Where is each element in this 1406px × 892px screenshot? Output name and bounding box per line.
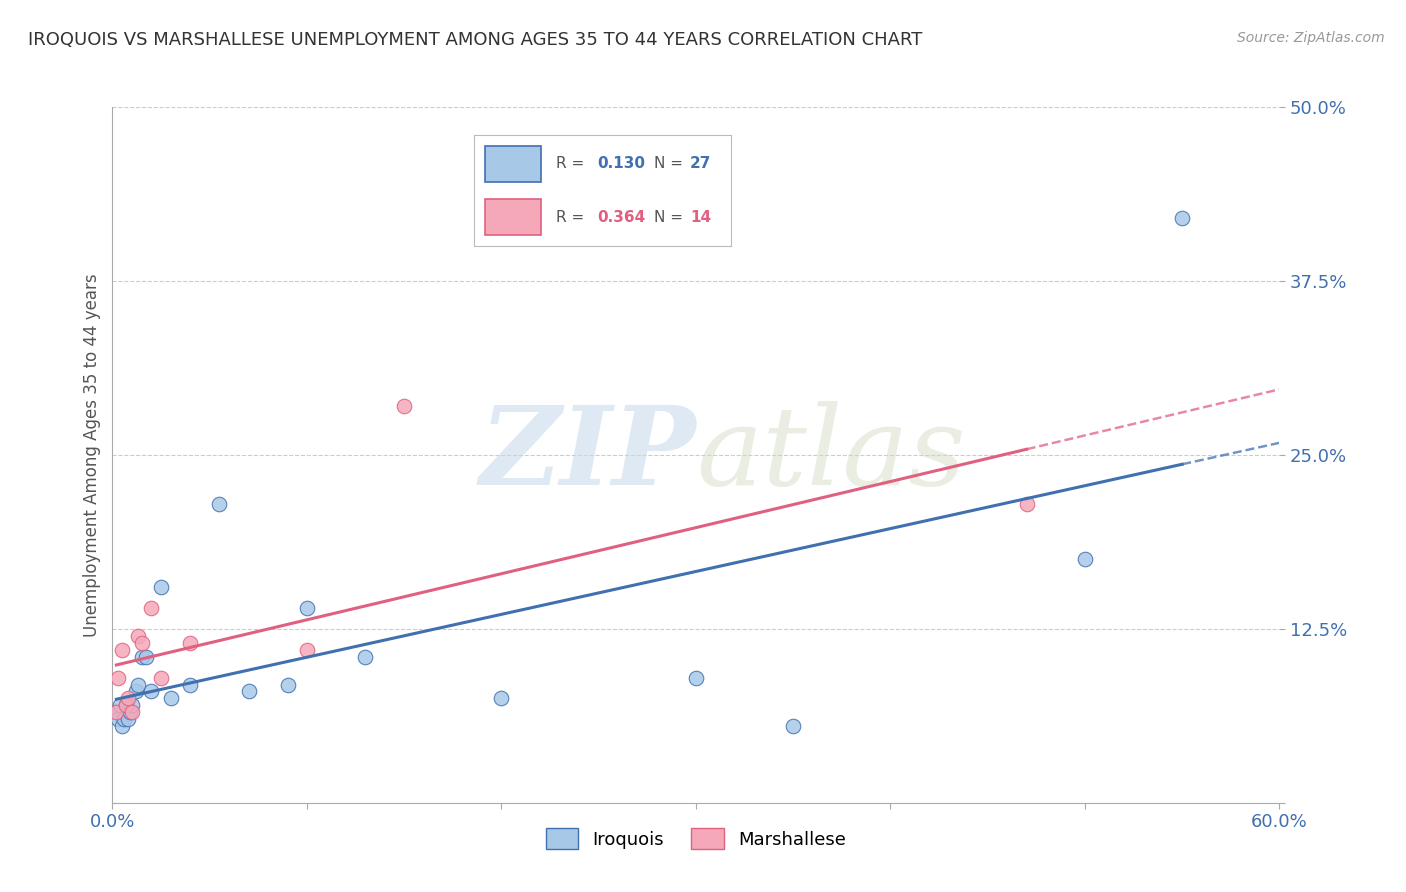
Point (111, 642, 134, 657)
Point (150, 671, 173, 685)
Point (112, 712, 135, 726)
Point (110, 698, 132, 713)
Text: atlas: atlas (696, 401, 966, 508)
Point (276, 677, 298, 691)
Point (107, 712, 129, 726)
Point (179, 677, 201, 691)
Point (131, 636, 153, 650)
Point (685, 671, 707, 685)
Point (150, 580, 173, 594)
Point (295, 601, 318, 615)
Point (105, 706, 128, 720)
Point (115, 698, 138, 713)
Text: IROQUOIS VS MARSHALLESE UNEMPLOYMENT AMONG AGES 35 TO 44 YEARS CORRELATION CHART: IROQUOIS VS MARSHALLESE UNEMPLOYMENT AMO… (28, 31, 922, 49)
Point (238, 684, 260, 698)
Point (135, 649, 157, 664)
Point (782, 719, 804, 733)
Point (160, 691, 183, 706)
Point (111, 719, 134, 733)
Text: ZIP: ZIP (479, 401, 696, 508)
Point (295, 642, 318, 657)
Point (118, 706, 141, 720)
Point (121, 706, 143, 720)
Point (394, 399, 416, 413)
Point (131, 649, 153, 664)
Point (117, 691, 139, 706)
Point (127, 677, 149, 691)
Point (354, 649, 377, 664)
Point (141, 601, 163, 615)
Point (125, 684, 148, 698)
Point (208, 497, 231, 511)
Point (141, 684, 163, 698)
Point (491, 691, 513, 706)
Y-axis label: Unemployment Among Ages 35 to 44 years: Unemployment Among Ages 35 to 44 years (83, 273, 101, 637)
Point (117, 712, 139, 726)
Point (179, 636, 201, 650)
Point (127, 629, 149, 643)
Point (107, 671, 129, 685)
Point (121, 698, 143, 713)
Point (115, 698, 138, 713)
Legend: Iroquois, Marshallese: Iroquois, Marshallese (538, 822, 853, 856)
Point (1074, 552, 1097, 566)
Point (1015, 497, 1038, 511)
Text: Source: ZipAtlas.com: Source: ZipAtlas.com (1237, 31, 1385, 45)
Point (1171, 211, 1194, 226)
Point (105, 706, 128, 720)
